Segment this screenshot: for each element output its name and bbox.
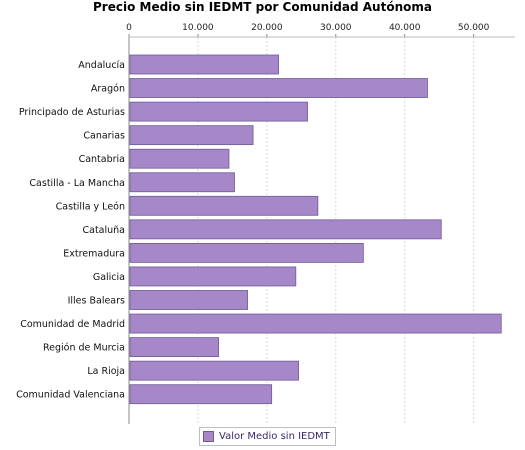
- category-labels: Andalucía Aragón Principado de Asturias Can…: [16, 60, 125, 401]
- category-label: Illes Balears: [68, 296, 125, 307]
- bar: [129, 384, 273, 405]
- category-label: Canarias: [83, 131, 125, 142]
- category-label: Cantabria: [79, 154, 125, 165]
- bar: [129, 360, 299, 381]
- bar: [129, 195, 319, 216]
- legend-label: Valor Medio sin IEDMT: [219, 431, 330, 442]
- bar: [129, 78, 428, 98]
- legend: Valor Medio sin IEDMT: [199, 427, 336, 446]
- category-label: La Rioja: [87, 366, 125, 377]
- bar: [129, 290, 248, 310]
- x-tick-label: 0: [126, 23, 132, 33]
- category-label: Región de Murcia: [43, 343, 125, 354]
- x-tick-label: 50.000: [458, 23, 490, 33]
- x-axis-ticks: 0 10.000 20.000 30.000 40.000 50.000: [126, 23, 490, 37]
- bar: [129, 148, 230, 169]
- legend-swatch: [203, 431, 214, 442]
- category-label: Principado de Asturias: [19, 107, 125, 118]
- bar: [129, 266, 297, 287]
- chart-title: Precio Medio sin IEDMT por Comunidad Aut…: [93, 0, 432, 14]
- category-label: Cataluña: [82, 225, 125, 236]
- category-label: Castilla - La Mancha: [29, 178, 125, 189]
- category-label: Galicia: [93, 272, 125, 283]
- bar: [129, 242, 364, 263]
- category-label: Andalucía: [78, 60, 125, 71]
- x-tick-label: 30.000: [320, 23, 352, 33]
- bars-layer: [129, 54, 502, 405]
- category-label: Comunidad de Madrid: [20, 319, 125, 330]
- bar: [129, 313, 502, 334]
- bar: [129, 101, 308, 122]
- bar: [129, 219, 442, 240]
- bar: [129, 337, 220, 358]
- category-label: Castilla y León: [56, 201, 125, 212]
- x-tick-label: 40.000: [389, 23, 421, 33]
- category-label: Extremadura: [63, 248, 125, 259]
- x-tick-label: 10.000: [182, 23, 214, 33]
- bar: [129, 172, 235, 193]
- x-tick-label: 20.000: [251, 23, 283, 33]
- bar: [129, 54, 279, 75]
- category-label: Comunidad Valenciana: [16, 390, 125, 401]
- category-label: Aragón: [91, 84, 125, 95]
- bar: [129, 125, 254, 146]
